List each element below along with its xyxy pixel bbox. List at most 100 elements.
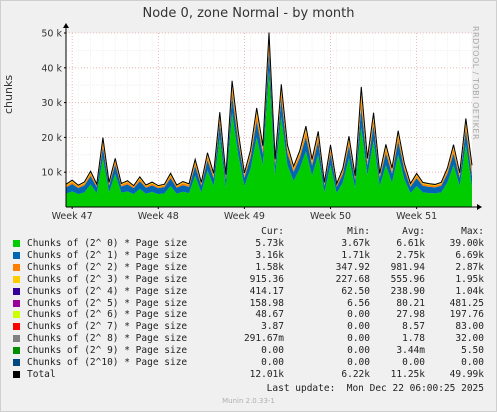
total-series-line — [65, 32, 473, 187]
legend-min-value: 227.68 — [335, 273, 370, 285]
y-tick-label: 20 k — [41, 133, 62, 144]
legend-max-value: 5.50 — [461, 345, 484, 357]
y-tick-labels: 10 k 20 k 30 k 40 k 50 k — [41, 29, 66, 179]
legend-cur-value: 0.00 — [261, 345, 284, 357]
legend-max-value: 2.87k — [455, 261, 484, 273]
legend-cur-value: 5.73k — [255, 238, 284, 249]
axes — [63, 23, 482, 210]
y-axis-arrow — [63, 23, 69, 28]
legend-min-value: 6.56 — [347, 297, 370, 309]
last-update: Last update: Mon Dec 22 06:00:25 2025 — [266, 383, 484, 394]
legend-min-value: 0.00 — [347, 345, 370, 357]
legend-max-value: 481.25 — [449, 297, 484, 309]
legend-avg-value: 2.75k — [396, 249, 425, 261]
legend-avg-value: 27.98 — [396, 309, 425, 321]
x-tick-labels: Week 47 Week 48 Week 49 Week 50 Week 51 — [52, 207, 437, 222]
legend-cur-value: 1.58k — [255, 261, 284, 273]
y-tick-label: 30 k — [41, 98, 62, 109]
legend-swatch — [13, 287, 20, 295]
stacked-areas — [66, 32, 472, 207]
legend-series-name: Chunks of (2^10) * Page size — [27, 357, 188, 368]
legend-swatch — [13, 311, 20, 319]
legend-min-value: 0.00 — [347, 321, 370, 333]
legend-max-value: 197.76 — [449, 309, 484, 321]
series-area — [66, 50, 472, 195]
legend-avg-value: 555.96 — [390, 273, 425, 285]
x-tick-label: Week 48 — [138, 211, 179, 222]
legend-max-value: 32.00 — [455, 333, 484, 345]
munin-footer: Munin 2.0.33-1 — [222, 397, 275, 405]
legend-row: Chunks of (2^ 4) * Page size 414.17 62.50 2… — [0, 286, 497, 297]
x-tick-label: Week 47 — [52, 211, 93, 222]
x-tick-label: Week 51 — [396, 211, 437, 222]
legend-series-name: Total — [27, 368, 56, 380]
x-tick-label: Week 49 — [224, 211, 265, 222]
legend-max-value: 39.00k — [449, 238, 484, 249]
header-max: Max: — [461, 226, 484, 237]
legend-avg-value: 8.57 — [402, 321, 425, 333]
y-tick-label: 50 k — [41, 29, 62, 40]
legend-swatch — [13, 323, 20, 331]
legend-min-value: 3.67k — [341, 238, 370, 249]
legend-min-value: 347.92 — [335, 261, 370, 273]
legend-series-name: Chunks of (2^ 8) * Page size — [27, 333, 188, 345]
header-cur: Cur: — [261, 226, 284, 237]
legend-avg-value: 1.78 — [402, 333, 425, 345]
legend-swatch — [13, 240, 20, 247]
legend-max-value: 1.95k — [455, 273, 484, 285]
legend-header: Cur: Min: Avg: Max: — [0, 226, 497, 237]
legend-series-name: Chunks of (2^ 7) * Page size — [27, 321, 188, 333]
legend-row: Chunks of (2^ 6) * Page size 48.67 0.00 27.… — [0, 309, 497, 320]
legend-row: Chunks of (2^ 3) * Page size 915.36 227.68… — [0, 274, 497, 285]
y-tick-label: 40 k — [41, 63, 62, 74]
x-axis-arrow — [477, 204, 482, 210]
legend-cur-value: 12.01k — [249, 368, 284, 380]
legend-swatch — [13, 359, 20, 366]
legend-series-name: Chunks of (2^ 2) * Page size — [27, 261, 188, 273]
legend-avg-value: 3.44m — [396, 345, 425, 357]
legend-series-name: Chunks of (2^ 5) * Page size — [27, 297, 188, 309]
legend-row: Chunks of (2^ 7) * Page size 3.87 0.00 8.57… — [0, 321, 497, 332]
legend-row: Chunks of (2^ 0) * Page size 5.73k 3.67k 6.… — [0, 238, 497, 249]
header-min: Min: — [347, 226, 370, 237]
legend-series-name: Chunks of (2^ 3) * Page size — [27, 273, 188, 285]
legend-cur-value: 915.36 — [249, 273, 284, 285]
legend-cur-value: 3.87 — [261, 321, 284, 333]
legend-min-value: 1.71k — [341, 249, 370, 261]
legend-series-name: Chunks of (2^ 1) * Page size — [27, 249, 188, 261]
legend-avg-value: 981.94 — [390, 261, 425, 273]
legend-row: Chunks of (2^ 2) * Page size 1.58k 347.92 9… — [0, 262, 497, 273]
legend-avg-value: 0.00 — [402, 357, 425, 368]
legend-avg-value: 238.90 — [390, 285, 425, 297]
legend-max-value: 83.00 — [455, 321, 484, 333]
legend-swatch — [13, 251, 20, 259]
chart-title: Node 0, zone Normal - by month — [142, 6, 355, 21]
total-line — [65, 32, 473, 187]
legend-swatch — [13, 263, 20, 271]
legend-cur-value: 0.00 — [261, 357, 284, 368]
legend-series-name: Chunks of (2^ 0) * Page size — [27, 238, 188, 249]
legend-row: Chunks of (2^10) * Page size 0.00 0.00 0.00… — [0, 357, 497, 368]
legend-min-value: 62.50 — [341, 285, 370, 297]
y-tick-label: 10 k — [41, 168, 62, 179]
legend-min-value: 0.00 — [347, 333, 370, 345]
legend-avg-value: 6.61k — [396, 238, 425, 249]
legend-row: Total 12.01k 6.22k 11.25k 49.99k — [0, 369, 497, 380]
legend-swatch — [13, 335, 20, 343]
legend-swatch — [13, 275, 20, 283]
legend-max-value: 6.69k — [455, 249, 484, 261]
legend-series-name: Chunks of (2^ 9) * Page size — [27, 345, 188, 357]
legend-min-value: 0.00 — [347, 357, 370, 368]
legend-cur-value: 3.16k — [255, 249, 284, 261]
legend-max-value: 0.00 — [461, 357, 484, 368]
x-tick-label: Week 50 — [310, 211, 351, 222]
series-area — [66, 71, 472, 207]
header-avg: Avg: — [402, 226, 425, 237]
legend-swatch — [13, 299, 20, 307]
legend-cur-value: 414.17 — [249, 285, 284, 297]
legend-max-value: 49.99k — [449, 368, 484, 380]
legend-cur-value: 48.67 — [255, 309, 284, 321]
legend-row: Chunks of (2^ 1) * Page size 3.16k 1.71k 2.… — [0, 250, 497, 261]
legend-series-name: Chunks of (2^ 6) * Page size — [27, 309, 188, 321]
legend-row: Chunks of (2^ 9) * Page size 0.00 0.00 3.44… — [0, 345, 497, 356]
